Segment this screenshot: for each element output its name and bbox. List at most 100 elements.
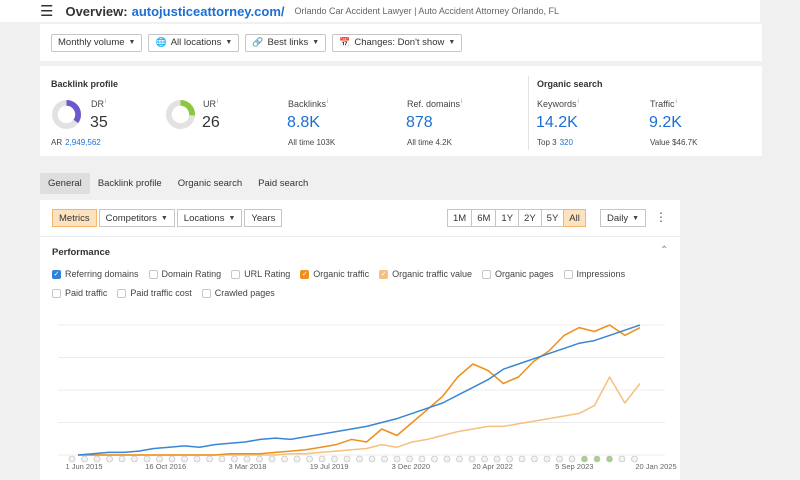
x-tick-label: 19 Jul 2019 — [310, 462, 349, 471]
changes-dropdown[interactable]: 📅 Changes: Don't show ▼ — [332, 33, 463, 52]
annotation-marker — [443, 455, 451, 463]
more-options-icon[interactable]: ⋮ — [655, 210, 667, 224]
dr-value: 35 — [90, 114, 108, 131]
annotation-marker — [631, 455, 638, 463]
metric-checkbox-label: Paid traffic — [65, 288, 108, 298]
competitors-dropdown[interactable]: Competitors ▼ — [98, 209, 175, 227]
link-icon: 🔗 — [252, 37, 264, 47]
traffic-value-row: Value $46.7K — [650, 138, 698, 147]
chart-locations-dropdown[interactable]: Locations ▼ — [176, 209, 243, 227]
annotation-marker — [431, 455, 438, 463]
series-line-organic-traffic-value — [78, 376, 641, 456]
granularity-dropdown[interactable]: Daily ▼ — [600, 209, 647, 227]
annotation-marker — [218, 455, 226, 463]
info-icon: i — [105, 99, 107, 105]
ref-domains-value[interactable]: 878 — [406, 114, 433, 131]
ar-value[interactable]: 2,949,562 — [65, 138, 101, 147]
range-5y[interactable]: 5Y — [540, 209, 564, 227]
checkbox-checked-icon[interactable]: ✓ — [52, 269, 61, 279]
links-dropdown[interactable]: 🔗 Best links ▼ — [245, 33, 327, 52]
annotation-marker — [381, 455, 388, 463]
tab-organic-search[interactable]: Organic search — [177, 178, 243, 189]
metric-checkbox-crawled-pages[interactable]: Crawled pages — [201, 288, 275, 298]
domain-link[interactable]: autojusticeattorney.com/ — [131, 3, 285, 19]
caret-down-icon: ▼ — [225, 39, 233, 46]
x-tick-label: 3 Mar 2018 — [228, 462, 266, 471]
metric-checkbox-referring-domains[interactable]: ✓ Referring domains — [52, 269, 139, 279]
metric-checkboxes-row-1: ✓ Referring domains Domain Rating URL Ratin… — [52, 269, 625, 279]
chevron-up-icon[interactable]: ⌃ — [660, 245, 669, 256]
annotation-marker — [168, 455, 176, 463]
annotation-marker — [456, 455, 463, 463]
performance-title: Performance — [52, 247, 111, 258]
annotation-marker — [606, 455, 613, 463]
annotation-marker — [581, 455, 588, 463]
x-tick-label: 20 Jan 2025 — [635, 462, 676, 471]
annotation-marker — [331, 455, 338, 463]
calendar-icon: 📅 — [339, 37, 351, 47]
checkbox-checked-icon[interactable]: ✓ — [300, 269, 310, 279]
backlinks-value[interactable]: 8.8K — [287, 114, 320, 131]
metric-checkbox-paid-traffic-cost[interactable]: Paid traffic cost — [117, 288, 192, 298]
annotation-marker — [93, 455, 101, 463]
keywords-label: Keywordsi — [537, 99, 579, 109]
checkbox-icon[interactable] — [482, 269, 491, 279]
links-dropdown-label: Best links — [267, 37, 309, 48]
metric-checkbox-domain-rating[interactable]: Domain Rating — [148, 269, 221, 279]
checkbox-checked-icon[interactable]: ✓ — [379, 269, 389, 279]
ar-label: AR — [51, 138, 63, 147]
ur-label: URi — [203, 99, 219, 109]
menu-icon[interactable]: ☰ — [40, 3, 54, 20]
range-2y[interactable]: 2Y — [518, 209, 541, 227]
metric-checkbox-impressions[interactable]: Impressions — [563, 269, 625, 279]
info-icon: i — [217, 99, 219, 105]
annotation-marker — [256, 455, 263, 463]
checkbox-icon[interactable] — [148, 269, 158, 279]
ur-donut-chart — [165, 99, 196, 130]
traffic-value[interactable]: 9.2K — [649, 114, 682, 131]
range-1y[interactable]: 1Y — [495, 209, 519, 227]
annotation-marker — [568, 455, 576, 463]
annotation-marker — [131, 455, 138, 463]
annotation-marker — [318, 455, 326, 463]
section-tabs: General Backlink profile Organic search … — [40, 173, 316, 194]
tab-general[interactable]: General — [40, 173, 90, 194]
checkbox-icon[interactable] — [231, 269, 241, 279]
range-6m[interactable]: 6M — [471, 209, 496, 227]
metric-checkbox-paid-traffic[interactable]: Paid traffic — [52, 288, 107, 298]
caret-down-icon: ▼ — [448, 39, 456, 46]
checkbox-icon[interactable] — [563, 269, 573, 279]
performance-chart: 1 Jun 2015 16 Oct 2016 3 Mar 2018 19 Jul 20… — [58, 324, 677, 471]
range-1m[interactable]: 1M — [447, 209, 472, 227]
backlink-profile-heading: Backlink profile — [51, 79, 119, 89]
years-button[interactable]: Years — [244, 209, 283, 227]
metric-checkbox-organic-pages[interactable]: Organic pages — [482, 269, 554, 279]
checkbox-icon[interactable] — [52, 288, 61, 298]
metric-checkboxes-row-2: Paid traffic Paid traffic cost Crawled pag… — [52, 288, 275, 298]
keywords-value[interactable]: 14.2K — [536, 114, 578, 131]
metric-checkbox-label: URL Rating — [244, 269, 291, 279]
filter-bar: Monthly volume ▼ 🌐 All locations ▼ 🔗 Bes… — [40, 24, 762, 61]
annotation-marker — [143, 455, 151, 463]
annotation-marker — [368, 455, 376, 463]
divider — [40, 236, 680, 237]
series-line-referring-domains — [77, 324, 641, 456]
range-all[interactable]: All — [563, 209, 586, 227]
volume-dropdown[interactable]: Monthly volume ▼ — [51, 33, 143, 52]
checkbox-icon[interactable] — [117, 288, 127, 298]
checkbox-icon[interactable] — [201, 288, 211, 298]
metrics-button[interactable]: Metrics — [52, 209, 97, 227]
tab-paid-search[interactable]: Paid search — [258, 178, 309, 189]
x-tick-label: 16 Oct 2016 — [145, 462, 186, 471]
tab-backlink-profile[interactable]: Backlink profile — [97, 178, 162, 189]
metric-checkbox-url-rating[interactable]: URL Rating — [231, 269, 290, 279]
ref-domains-alltime: All time 4.2K — [407, 138, 452, 147]
annotation-marker — [518, 455, 526, 463]
stats-panel: Backlink profile Organic search DRi 35 A… — [40, 66, 762, 156]
locations-dropdown[interactable]: 🌐 All locations ▼ — [148, 33, 240, 52]
metric-checkbox-organic-traffic-value[interactable]: ✓ Organic traffic value — [379, 269, 472, 279]
x-tick-label: 1 Jun 2015 — [65, 462, 102, 471]
metric-checkbox-organic-traffic[interactable]: ✓ Organic traffic — [300, 269, 369, 279]
annotation-marker — [293, 455, 301, 463]
metric-checkbox-label: Referring domains — [65, 269, 139, 279]
